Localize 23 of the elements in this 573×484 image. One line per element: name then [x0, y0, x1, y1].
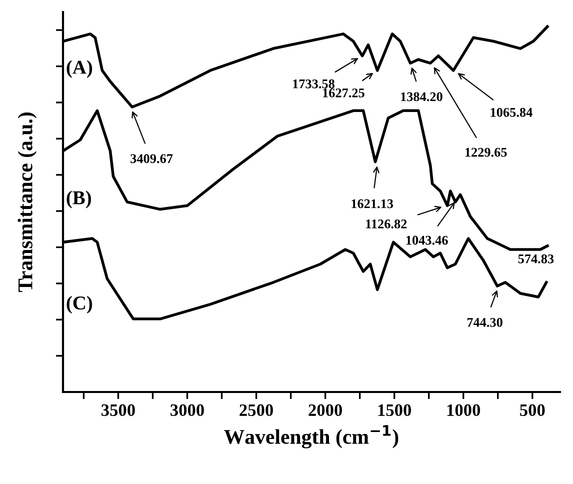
annotation: 574.83	[518, 254, 554, 264]
legend-label: (C)	[66, 296, 92, 314]
y-axis-title: Transmittance (a.u.)	[18, 112, 37, 292]
x-tick-label: 3000	[170, 404, 204, 416]
annotation: 1627.25	[323, 88, 364, 98]
annotation: 1621.13	[352, 199, 394, 208]
x-tick-label: 2500	[240, 404, 273, 416]
annotation: 3409.67	[130, 154, 173, 164]
annotation: 1733.58	[293, 79, 334, 88]
legend-label: (A)	[66, 60, 92, 78]
annotation: 744.30	[467, 318, 502, 327]
x-tick-label: 1500	[378, 404, 412, 416]
x-tick-label: 3500	[102, 404, 135, 416]
annotation: 1065.84	[490, 108, 532, 117]
annotation: 1384.20	[401, 92, 442, 102]
annotation: 1126.82	[366, 219, 407, 228]
x-tick-label: 2000	[308, 404, 342, 416]
x-tick-label: 500	[520, 404, 545, 416]
annotation: 1043.46	[406, 236, 448, 245]
legend-label: (B)	[66, 190, 91, 208]
x-axis-title: Wavelength (cm$^{−1}$)	[224, 425, 398, 448]
x-tick-label: 1000	[447, 404, 480, 416]
annotation: 1229.65	[465, 148, 507, 157]
